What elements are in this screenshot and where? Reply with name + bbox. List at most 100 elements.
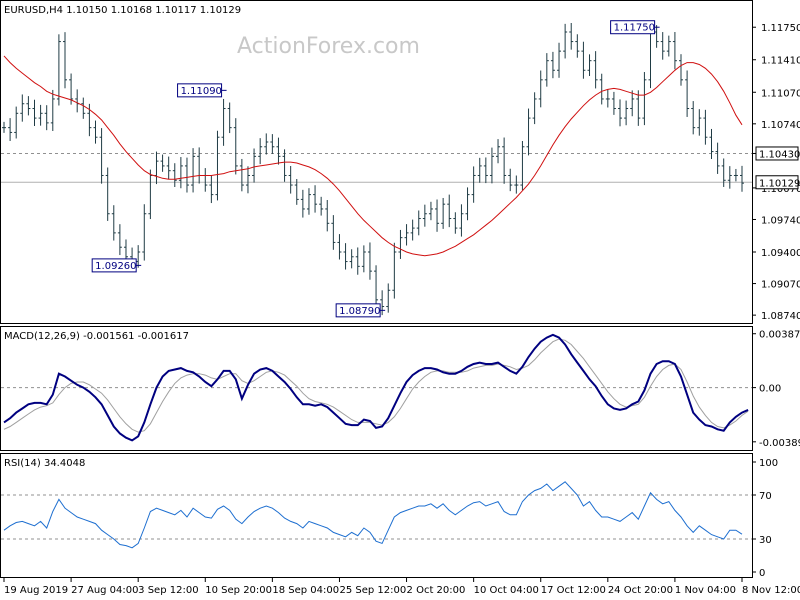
x-tick-label: 18 Sep 04:00 bbox=[272, 585, 339, 596]
reference-level-tag: 1.10430 bbox=[755, 146, 800, 161]
price-bar bbox=[374, 265, 379, 306]
price-bar bbox=[422, 204, 427, 227]
price-bar bbox=[14, 106, 19, 139]
price-y-tick-label: 1.09400 bbox=[761, 248, 800, 259]
price-bar bbox=[306, 188, 311, 215]
price-bar bbox=[453, 212, 458, 234]
price-bar bbox=[221, 98, 226, 146]
price-bar bbox=[325, 199, 330, 232]
price-bar bbox=[441, 197, 446, 229]
price-bar bbox=[581, 41, 586, 79]
rsi-y-axis: 100 70 30 0 bbox=[752, 458, 778, 579]
price-bar bbox=[435, 199, 440, 232]
reference-level-label: 1.10430 bbox=[759, 149, 800, 160]
price-annotation: 1.09260 bbox=[91, 258, 142, 273]
macd-panel: MACD(12,26,9) -0.001561 -0.001617 0.0038… bbox=[0, 326, 800, 451]
macd-y-axis: 0.003876 0.00 -0.003899 bbox=[752, 330, 800, 449]
price-bar bbox=[233, 118, 238, 175]
price-annotation-label: 1.08790 bbox=[339, 306, 380, 317]
price-annotation-label: 1.11090 bbox=[181, 86, 222, 97]
price-bar bbox=[93, 120, 98, 144]
price-bar bbox=[361, 245, 366, 273]
price-bar bbox=[459, 204, 464, 237]
price-bar bbox=[392, 242, 397, 299]
price-bar bbox=[599, 73, 604, 105]
price-annotation: 1.11750 bbox=[610, 20, 660, 35]
moving-average-line bbox=[3, 55, 743, 257]
price-y-axis: 1.11750 1.11410 1.11070 1.10740 1.10070 1.097… bbox=[752, 23, 800, 322]
price-annotation-label: 1.09260 bbox=[95, 261, 136, 272]
price-y-tick-label: 1.08740 bbox=[761, 311, 800, 322]
price-bar bbox=[593, 51, 598, 89]
price-bar bbox=[703, 109, 708, 145]
price-bar bbox=[679, 54, 684, 86]
x-tick-label: 3 Sep 12:00 bbox=[138, 585, 198, 596]
x-tick-label: 1 Nov 04:00 bbox=[675, 585, 736, 596]
price-bar bbox=[398, 229, 403, 259]
price-bar bbox=[380, 290, 385, 316]
price-bar bbox=[532, 92, 537, 125]
price-bar bbox=[105, 167, 110, 221]
x-tick-label: 8 Nov 12:00 bbox=[742, 585, 800, 596]
price-bar bbox=[313, 185, 318, 213]
price-bar bbox=[367, 242, 372, 280]
price-y-tick-label: 1.11410 bbox=[761, 56, 800, 67]
price-bar bbox=[672, 32, 677, 70]
price-bar bbox=[215, 130, 220, 201]
price-bar bbox=[447, 194, 452, 228]
x-tick-label: 2 Oct 20:00 bbox=[407, 585, 466, 596]
x-tick-label: 10 Oct 04:00 bbox=[474, 585, 539, 596]
price-reference-lines bbox=[1, 152, 752, 183]
price-bar bbox=[26, 96, 31, 116]
price-bar bbox=[550, 51, 555, 79]
macd-panel-frame bbox=[0, 326, 753, 451]
price-annotation: 1.08790 bbox=[335, 303, 386, 318]
x-tick-label: 24 Oct 20:00 bbox=[608, 585, 673, 596]
price-bar bbox=[294, 178, 299, 205]
price-bar bbox=[184, 157, 189, 193]
price-bar bbox=[62, 32, 67, 89]
price-bar bbox=[514, 175, 519, 194]
price-bar bbox=[691, 101, 696, 135]
rsi-y-tick-label: 100 bbox=[759, 458, 778, 469]
price-bar bbox=[557, 42, 562, 78]
price-bar bbox=[117, 224, 122, 256]
price-bar bbox=[386, 283, 391, 313]
price-bar bbox=[483, 157, 488, 184]
price-bar bbox=[142, 204, 147, 261]
price-bar bbox=[685, 70, 690, 117]
price-bar bbox=[666, 35, 671, 57]
rsi-label: RSI(14) 34.4048 bbox=[4, 458, 85, 469]
price-bar bbox=[276, 137, 281, 165]
price-y-tick-label: 1.09740 bbox=[761, 215, 800, 226]
last-price-tag: 1.10129 bbox=[755, 175, 800, 190]
x-tick-label: 19 Aug 2019 bbox=[4, 585, 68, 596]
price-bar bbox=[178, 157, 183, 189]
price-bar bbox=[538, 70, 543, 108]
rsi-panel: RSI(14) 34.4048 100 70 30 0 bbox=[0, 453, 778, 579]
price-bar bbox=[611, 91, 616, 115]
price-bar bbox=[264, 133, 269, 155]
price-bar bbox=[489, 147, 494, 184]
price-bar bbox=[270, 134, 275, 154]
price-bar bbox=[81, 97, 86, 119]
rsi-y-tick-label: 70 bbox=[759, 491, 772, 502]
price-bar bbox=[355, 247, 360, 275]
price-bar bbox=[508, 168, 513, 192]
price-bar bbox=[721, 158, 726, 187]
macd-label: MACD(12,26,9) -0.001561 -0.001617 bbox=[4, 331, 189, 342]
price-bar bbox=[416, 210, 421, 236]
rsi-y-tick-label: 0 bbox=[759, 568, 765, 579]
price-bar bbox=[709, 128, 714, 160]
x-tick-label: 27 Aug 04:00 bbox=[71, 585, 138, 596]
price-bar bbox=[660, 32, 665, 60]
price-bar bbox=[331, 215, 336, 250]
price-bar bbox=[740, 165, 744, 192]
price-bar bbox=[624, 100, 629, 126]
price-annotation-label: 1.11750 bbox=[614, 23, 655, 34]
price-y-tick-label: 1.11070 bbox=[761, 88, 800, 99]
price-y-tick-label: 1.10740 bbox=[761, 120, 800, 131]
price-bar bbox=[642, 72, 647, 126]
price-bar bbox=[172, 163, 177, 188]
